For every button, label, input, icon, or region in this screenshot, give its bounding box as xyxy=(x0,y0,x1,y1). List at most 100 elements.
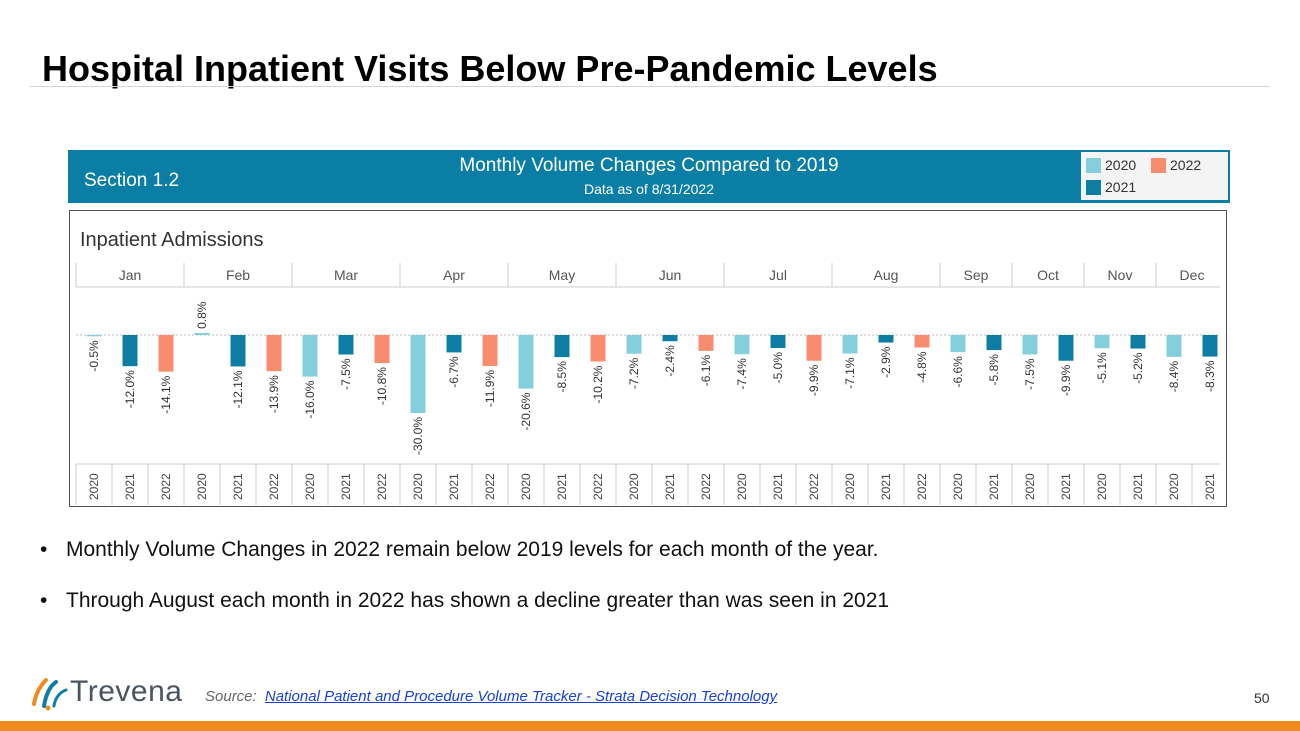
data-label: -9.9% xyxy=(1059,364,1073,396)
source-line: Source: National Patient and Procedure V… xyxy=(205,688,777,705)
bar-may-2022 xyxy=(590,335,606,362)
data-label: -11.9% xyxy=(483,370,497,407)
data-label: -12.0% xyxy=(123,370,137,408)
year-tick-label: 2022 xyxy=(483,473,497,500)
year-tick-label: 2022 xyxy=(591,473,605,500)
year-tick-label: 2021 xyxy=(447,473,461,500)
year-tick-label: 2020 xyxy=(87,473,101,500)
banner-subtitle: Data as of 8/31/2022 xyxy=(584,181,714,197)
legend-swatch-2021 xyxy=(1086,180,1101,195)
data-label: -9.9% xyxy=(807,364,821,396)
data-label: -10.2% xyxy=(591,365,605,403)
bar-aug-2021 xyxy=(878,335,894,343)
slide-title: Hospital Inpatient Visits Below Pre-Pand… xyxy=(42,48,938,89)
source-label: Source: xyxy=(205,688,257,705)
data-label: -10.8% xyxy=(375,367,389,405)
data-label: -7.2% xyxy=(627,357,641,389)
data-label: -5.8% xyxy=(987,354,1001,386)
bar-feb-2020 xyxy=(194,332,210,335)
year-tick-label: 2020 xyxy=(519,473,533,500)
bar-may-2021 xyxy=(554,335,570,358)
data-label: -8.4% xyxy=(1167,361,1181,393)
chart-banner: Section 1.2 Monthly Volume Changes Compa… xyxy=(68,150,1230,203)
legend-item-2020: 2020 xyxy=(1086,157,1136,173)
legend-label-2021: 2021 xyxy=(1105,179,1137,195)
year-tick-label: 2021 xyxy=(1059,473,1073,500)
data-label: -5.1% xyxy=(1095,352,1109,384)
bullet-text-2: Through August each month in 2022 has sh… xyxy=(66,589,890,612)
month-label: Jun xyxy=(659,267,682,283)
data-label: -5.0% xyxy=(771,352,785,384)
year-tick-label: 2021 xyxy=(231,473,245,500)
bar-jul-2022 xyxy=(806,335,822,361)
year-tick-label: 2021 xyxy=(771,473,785,500)
bar-apr-2020 xyxy=(410,335,426,413)
month-label: Aug xyxy=(874,267,899,283)
bar-jun-2021 xyxy=(662,335,678,342)
bar-chart: Jan -0.5% 2020 -12.0% 2021 -14.1% 2022 Feb 0.8% 2… xyxy=(75,263,1220,505)
bar-feb-2021 xyxy=(230,335,246,367)
data-label: -7.5% xyxy=(339,358,353,390)
data-label: -16.0% xyxy=(303,380,317,418)
bullet-symbol: • xyxy=(40,589,48,612)
bar-dec-2020 xyxy=(1166,335,1182,357)
year-tick-label: 2020 xyxy=(303,473,317,500)
bar-apr-2022 xyxy=(482,335,498,366)
data-label: -6.1% xyxy=(699,355,713,387)
year-tick-label: 2020 xyxy=(1023,473,1037,500)
month-label: Feb xyxy=(226,267,250,283)
data-label: -7.1% xyxy=(843,357,857,389)
data-label: -7.5% xyxy=(1023,358,1037,390)
month-label: Mar xyxy=(334,267,358,283)
legend-swatch-2020 xyxy=(1086,158,1101,173)
source-link[interactable]: National Patient and Procedure Volume Tr… xyxy=(264,688,778,705)
section-label: Section 1.2 xyxy=(84,170,180,191)
bar-jul-2021 xyxy=(770,335,786,348)
month-label: May xyxy=(549,267,575,283)
month-label: Dec xyxy=(1180,267,1205,283)
legend-label-2022: 2022 xyxy=(1170,157,1202,173)
bar-sep-2021 xyxy=(986,335,1002,351)
bar-aug-2022 xyxy=(914,335,930,348)
year-tick-label: 2022 xyxy=(915,473,929,500)
year-tick-label: 2022 xyxy=(159,473,173,500)
bar-jan-2022 xyxy=(158,335,174,372)
bar-jun-2020 xyxy=(626,335,642,354)
bar-oct-2020 xyxy=(1022,335,1038,355)
bottom-accent-bar xyxy=(0,721,1300,731)
bar-sep-2020 xyxy=(950,335,966,353)
year-tick-label: 2020 xyxy=(1167,473,1181,500)
bar-jan-2021 xyxy=(122,335,138,367)
data-label: -8.3% xyxy=(1203,360,1217,392)
year-tick-label: 2020 xyxy=(735,473,749,500)
bar-oct-2021 xyxy=(1058,335,1074,361)
year-tick-label: 2020 xyxy=(843,473,857,500)
year-tick-label: 2020 xyxy=(411,473,425,500)
data-label: -7.4% xyxy=(735,358,749,390)
month-label: Nov xyxy=(1108,267,1133,283)
year-tick-label: 2021 xyxy=(123,473,137,500)
data-label: -6.6% xyxy=(951,356,965,388)
title-divider xyxy=(30,86,1270,87)
bar-jan-2020 xyxy=(86,335,102,337)
year-tick-label: 2020 xyxy=(195,473,209,500)
month-label: Sep xyxy=(964,267,989,283)
bar-nov-2020 xyxy=(1094,335,1110,349)
bar-mar-2021 xyxy=(338,335,354,355)
bar-feb-2022 xyxy=(266,335,282,372)
data-label: -12.1% xyxy=(231,370,245,408)
legend-item-2022: 2022 xyxy=(1151,157,1201,173)
logo-text: Trevena xyxy=(70,675,183,708)
bar-mar-2022 xyxy=(374,335,390,364)
bar-nov-2021 xyxy=(1130,335,1146,349)
bar-jun-2022 xyxy=(698,335,714,351)
trevena-logo: Trevena xyxy=(30,674,190,714)
legend-label-2020: 2020 xyxy=(1105,157,1137,173)
year-tick-label: 2022 xyxy=(375,473,389,500)
bullet-2: • Through August each month in 2022 has s… xyxy=(40,589,889,613)
year-tick-label: 2021 xyxy=(987,473,1001,500)
bar-apr-2021 xyxy=(446,335,462,353)
bar-may-2020 xyxy=(518,335,534,389)
year-tick-label: 2020 xyxy=(951,473,965,500)
legend-item-2021: 2021 xyxy=(1086,179,1136,195)
